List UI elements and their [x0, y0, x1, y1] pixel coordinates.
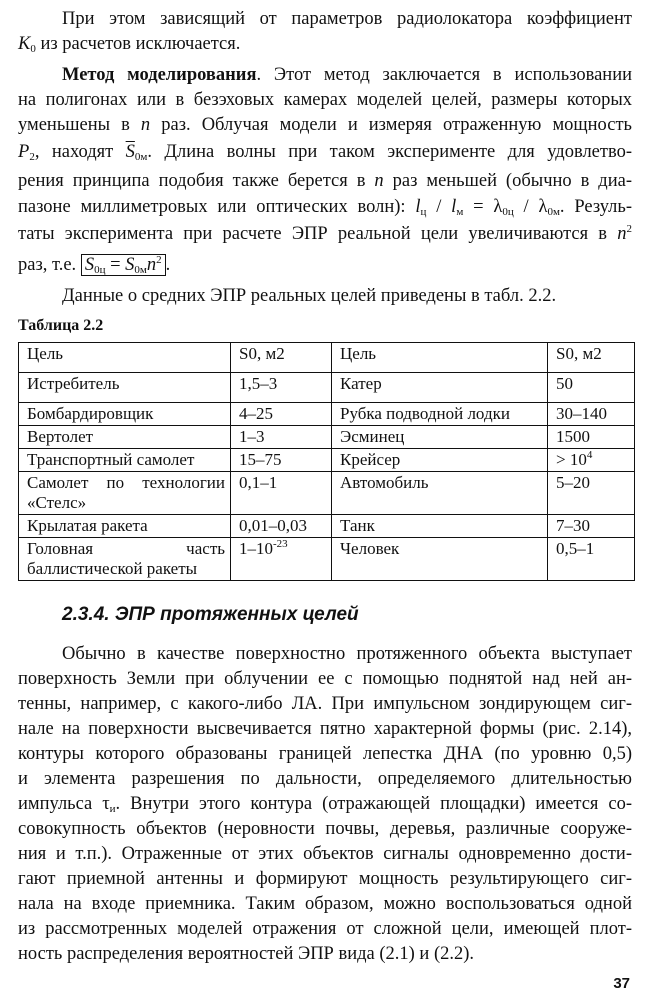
text-line: таты эксперимента при расчете ЭПР реальн… — [18, 223, 632, 245]
cell: Крылатая ракета — [18, 514, 231, 538]
text-span: . Резуль- — [559, 197, 633, 217]
text-line: нала на входе приемника. Таким образом, … — [18, 894, 632, 914]
header-cell: S0, м2 — [547, 342, 635, 373]
text-line: на полигонах или в безэховых камерах мод… — [18, 90, 632, 110]
table-row: Вертолет 1–3 Эсминец 1500 — [18, 425, 635, 449]
text-span: уменьшены в — [18, 115, 141, 135]
cell: Истребитель — [18, 372, 231, 403]
text-span: раз. Облучая модели и измеряя отраженную… — [150, 115, 632, 135]
cell: > 104 — [547, 448, 635, 472]
text-line: поверхность Земли при облучении ее с пом… — [18, 669, 632, 689]
rcs-table: Цель S0, м2 Цель S0, м2 Истребитель 1,5–3… — [18, 342, 635, 581]
text-line: из рассмотренных моделей отражения от сл… — [18, 919, 632, 939]
cell: Эсминец — [331, 425, 548, 449]
text-span: пазоне миллиметровых или оптических волн… — [18, 197, 416, 217]
text-line: ность распределения вероятностей ЭПР вид… — [18, 944, 475, 964]
header-cell: Цель — [18, 342, 231, 373]
cell: Танк — [331, 514, 548, 538]
cell: 1500 — [547, 425, 635, 449]
text-line: раз, т.е. S0ц = S0мn2. — [18, 254, 171, 276]
table-row: Истребитель 1,5–3 Катер 50 — [18, 372, 635, 403]
text-line: уменьшены в n раз. Облучая модели и изме… — [18, 113, 632, 137]
text-line: Обычно в качестве поверхностно протяженн… — [62, 644, 632, 664]
table-row: Транспортный самолет 15–75 Крейсер > 104 — [18, 448, 635, 472]
text-span: из расчетов исключается. — [40, 34, 241, 54]
text-span: рения принципа подобия также берется в — [18, 171, 375, 191]
table-row: Крылатая ракета 0,01–0,03 Танк 7–30 — [18, 514, 635, 538]
table-row: Головная часть баллистической ракеты 1–10… — [18, 537, 635, 581]
table-row: Самолет по технологии «Стелс» 0,1–1 Автомо… — [18, 471, 635, 515]
text-line: P2, находят S0м. Длина волны при таком э… — [18, 142, 633, 163]
cell: 0,01–0,03 — [230, 514, 332, 538]
cell: 15–75 — [230, 448, 332, 472]
cell: 5–20 — [547, 471, 635, 515]
cell: Транспортный самолет — [18, 448, 231, 472]
n-symbol: n — [617, 224, 627, 244]
table-row: Бомбардировщик 4–25 Рубка подводной лодки 3… — [18, 402, 635, 426]
table-caption: Таблица 2.2 — [18, 317, 104, 334]
header-cell: S0, м2 — [230, 342, 332, 373]
table-header-row: Цель S0, м2 Цель S0, м2 — [18, 342, 635, 373]
text-line: пазоне миллиметровых или оптических волн… — [18, 195, 632, 219]
cell: 0,1–1 — [230, 471, 332, 515]
cell: Человек — [331, 537, 548, 581]
text-line: и элемента разрешения по дальности, опре… — [18, 769, 632, 789]
text-span: раз, т.е. — [18, 255, 81, 275]
cell: Бомбардировщик — [18, 402, 231, 426]
n-symbol: n — [140, 115, 151, 135]
cell: Автомобиль — [331, 471, 548, 515]
text-line: Метод моделирования. Этот метод заключае… — [62, 63, 632, 87]
cell: 1–10-23 — [230, 537, 332, 581]
cell: 7–30 — [547, 514, 635, 538]
cell: 1–3 — [230, 425, 332, 449]
text-line: импульса τи. Внутри этого контура (отраж… — [18, 794, 633, 815]
header-cell: Цель — [331, 342, 548, 373]
text-line: K0 из расчетов исключается. — [18, 34, 241, 55]
cell: 1,5–3 — [230, 372, 332, 403]
cell: 30–140 — [547, 402, 635, 426]
text-line: тенны, например, с какого-либо ЛА. При и… — [18, 694, 632, 714]
cell: Рубка подводной лодки — [331, 402, 548, 426]
text-span: . Длина волны при таком эксперименте для… — [147, 142, 633, 162]
cell: Самолет по технологии «Стелс» — [18, 471, 231, 515]
section-heading: 2.3.4. ЭПР протяженных целей — [62, 604, 359, 625]
text-span: импульса τ — [18, 794, 110, 814]
page-number: 37 — [613, 975, 630, 992]
text-span: . Этот метод заключается в использовании — [256, 65, 633, 85]
paragraph-3: Данные о средних ЭПР реальных целей прив… — [62, 286, 557, 306]
text-span: . Внутри этого контура (отражающей площа… — [115, 794, 633, 814]
text-line: При этом зависящий от параметров радиоло… — [62, 9, 632, 29]
boxed-formula: S0ц = S0мn2 — [80, 254, 166, 276]
text-span: , находят — [34, 142, 126, 162]
k0-symbol: K — [18, 34, 31, 54]
cell: Головная часть баллистической ракеты — [18, 537, 231, 581]
text-line: ния и т.п.). Отраженные от этих объектов… — [18, 844, 632, 864]
n-symbol: n — [374, 171, 384, 191]
p-symbol: P — [18, 142, 30, 162]
cell: 4–25 — [230, 402, 332, 426]
text-line: гают приемной антенны и формируют мощнос… — [18, 869, 632, 889]
cell: 50 — [547, 372, 635, 403]
text-line: рения принципа подобия также берется в n… — [18, 169, 632, 193]
text-span: таты эксперимента при расчете ЭПР реальн… — [18, 224, 618, 244]
text-line: контуры которого образованы границей леп… — [18, 744, 632, 764]
text-span: раз меньшей (обычно в диа- — [383, 171, 632, 191]
cell: Крейсер — [331, 448, 548, 472]
s-symbol: S — [125, 142, 135, 162]
cell: 0,5–1 — [547, 537, 635, 581]
cell: Вертолет — [18, 425, 231, 449]
text-line: нале на поверхности высвечивается пятно … — [18, 719, 632, 739]
formula: lц / lм = λ0ц / λ0м — [415, 197, 560, 218]
text-line: совокупность объектов (неровности почвы,… — [18, 819, 632, 839]
cell: Катер — [331, 372, 548, 403]
bold-lead: Метод моделирования — [62, 65, 257, 85]
